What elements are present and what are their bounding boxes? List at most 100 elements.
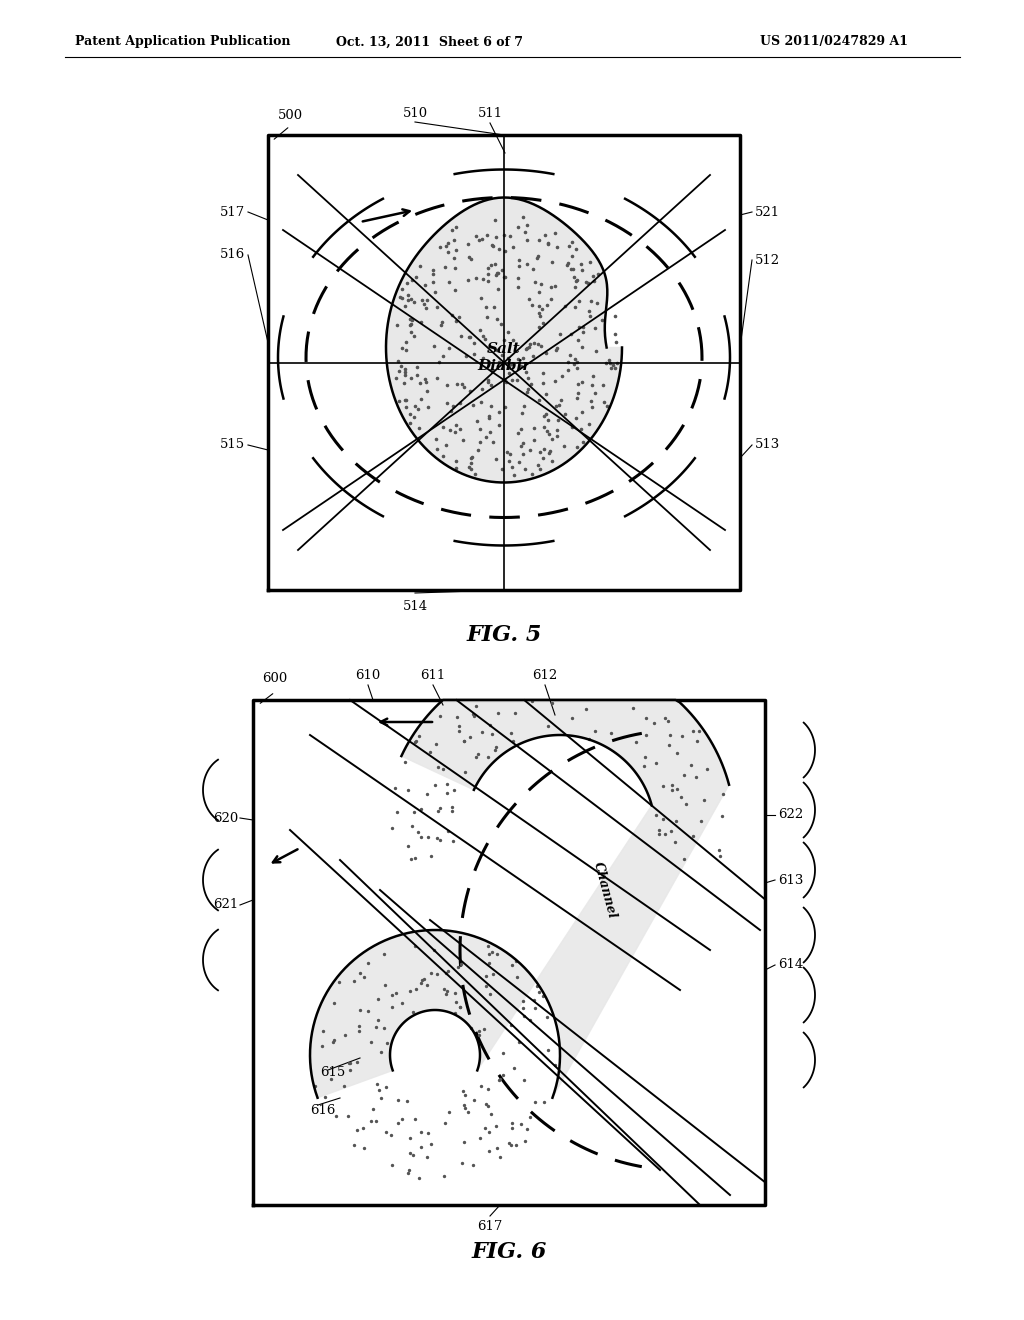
- Point: [516, 1006, 532, 1027]
- Point: [390, 391, 407, 412]
- Point: [482, 421, 499, 442]
- Point: [473, 722, 489, 743]
- Point: [489, 309, 506, 330]
- Text: 516: 516: [220, 248, 245, 261]
- Point: [389, 350, 406, 371]
- Point: [582, 729, 598, 750]
- Point: [510, 277, 526, 298]
- Point: [511, 249, 527, 271]
- Point: [436, 257, 453, 279]
- Point: [693, 810, 710, 832]
- Text: 521: 521: [755, 206, 780, 219]
- Point: [481, 1140, 498, 1162]
- Point: [522, 440, 539, 461]
- Point: [388, 801, 404, 822]
- Point: [397, 396, 414, 417]
- Point: [539, 421, 555, 442]
- Point: [513, 355, 529, 376]
- Point: [376, 1018, 392, 1039]
- Point: [521, 289, 538, 310]
- Point: [419, 289, 435, 310]
- Point: [494, 260, 510, 281]
- Point: [485, 432, 502, 453]
- Point: [479, 372, 496, 393]
- Text: 513: 513: [755, 438, 780, 451]
- Point: [503, 722, 519, 743]
- Point: [445, 780, 462, 801]
- Point: [504, 236, 520, 257]
- Point: [429, 964, 445, 985]
- Point: [369, 1073, 385, 1094]
- Point: [511, 451, 527, 473]
- Point: [536, 986, 552, 1007]
- Point: [399, 272, 416, 293]
- Point: [560, 252, 577, 273]
- Point: [492, 1146, 508, 1167]
- Point: [373, 1041, 389, 1063]
- Point: [581, 414, 597, 436]
- Point: [481, 408, 498, 429]
- Point: [495, 1041, 511, 1063]
- Point: [466, 1089, 482, 1110]
- Point: [564, 708, 581, 729]
- Point: [664, 774, 680, 795]
- Text: 517: 517: [220, 206, 245, 219]
- Point: [480, 264, 497, 285]
- Point: [519, 230, 536, 251]
- Point: [452, 997, 468, 1018]
- Point: [413, 312, 429, 333]
- Point: [650, 824, 667, 845]
- Point: [496, 330, 512, 351]
- Point: [379, 1032, 395, 1053]
- Point: [420, 1123, 436, 1144]
- Point: [413, 1137, 429, 1158]
- Point: [509, 966, 525, 987]
- Point: [406, 325, 422, 346]
- Point: [539, 294, 555, 315]
- Point: [587, 721, 603, 742]
- Point: [454, 1152, 470, 1173]
- Point: [392, 286, 409, 308]
- Point: [393, 993, 410, 1014]
- Point: [472, 418, 488, 440]
- Point: [530, 230, 547, 251]
- Point: [608, 331, 625, 352]
- Point: [481, 405, 498, 426]
- Point: [602, 356, 618, 378]
- Point: [645, 713, 662, 734]
- Point: [668, 810, 684, 832]
- Point: [574, 322, 591, 343]
- Point: [451, 957, 467, 978]
- Point: [413, 826, 429, 847]
- Point: [500, 321, 516, 342]
- Point: [483, 234, 500, 255]
- Point: [403, 309, 420, 330]
- Point: [352, 999, 369, 1020]
- Point: [446, 280, 463, 301]
- Point: [573, 337, 590, 358]
- Point: [438, 434, 455, 455]
- Point: [494, 458, 510, 479]
- Point: [501, 1133, 517, 1154]
- Point: [564, 259, 581, 280]
- Point: [466, 343, 482, 364]
- Point: [378, 1077, 394, 1098]
- Point: [429, 828, 445, 849]
- Point: [463, 248, 479, 269]
- Point: [440, 1101, 457, 1122]
- Point: [461, 326, 477, 347]
- Point: [607, 323, 624, 345]
- Point: [514, 433, 530, 454]
- Point: [402, 315, 419, 337]
- Point: [461, 247, 477, 268]
- Point: [336, 1024, 352, 1045]
- Point: [562, 345, 579, 366]
- Point: [567, 238, 584, 259]
- Point: [526, 1092, 543, 1113]
- Point: [560, 235, 577, 256]
- Point: [544, 429, 560, 450]
- Point: [581, 273, 597, 294]
- Point: [487, 210, 504, 231]
- Point: [481, 952, 498, 973]
- Point: [393, 1107, 410, 1129]
